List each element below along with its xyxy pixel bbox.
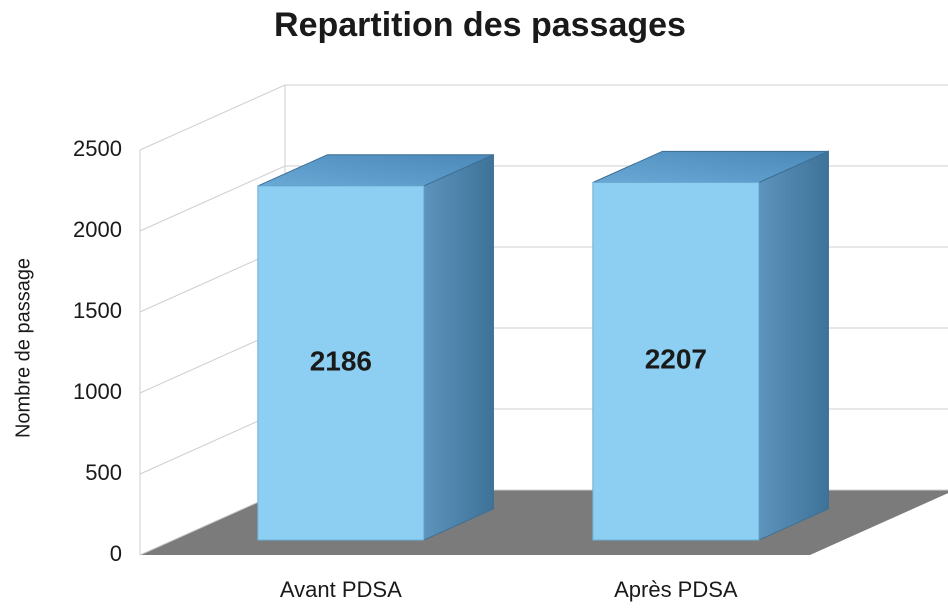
chart-title: Repartition des passages [274, 6, 686, 44]
data-label: 2207 [645, 344, 707, 375]
y-tick-label: 2500 [73, 136, 122, 161]
bar [592, 182, 760, 541]
grid-line [139, 84, 948, 151]
y-tick-label: 0 [110, 541, 122, 566]
data-label: 2186 [310, 345, 372, 376]
y-tick-label: 1000 [73, 379, 122, 404]
y-tick-label: 2000 [73, 217, 122, 242]
bar [257, 185, 425, 541]
bar-side [423, 153, 494, 541]
y-axis-label: Nombre de passage [12, 258, 34, 438]
y-tick-label: 1500 [73, 298, 122, 323]
x-tick-label: Avant PDSA [280, 577, 402, 602]
y-tick-label: 500 [85, 460, 122, 485]
bar-side [758, 150, 829, 541]
x-tick-label: Après PDSA [614, 577, 738, 602]
